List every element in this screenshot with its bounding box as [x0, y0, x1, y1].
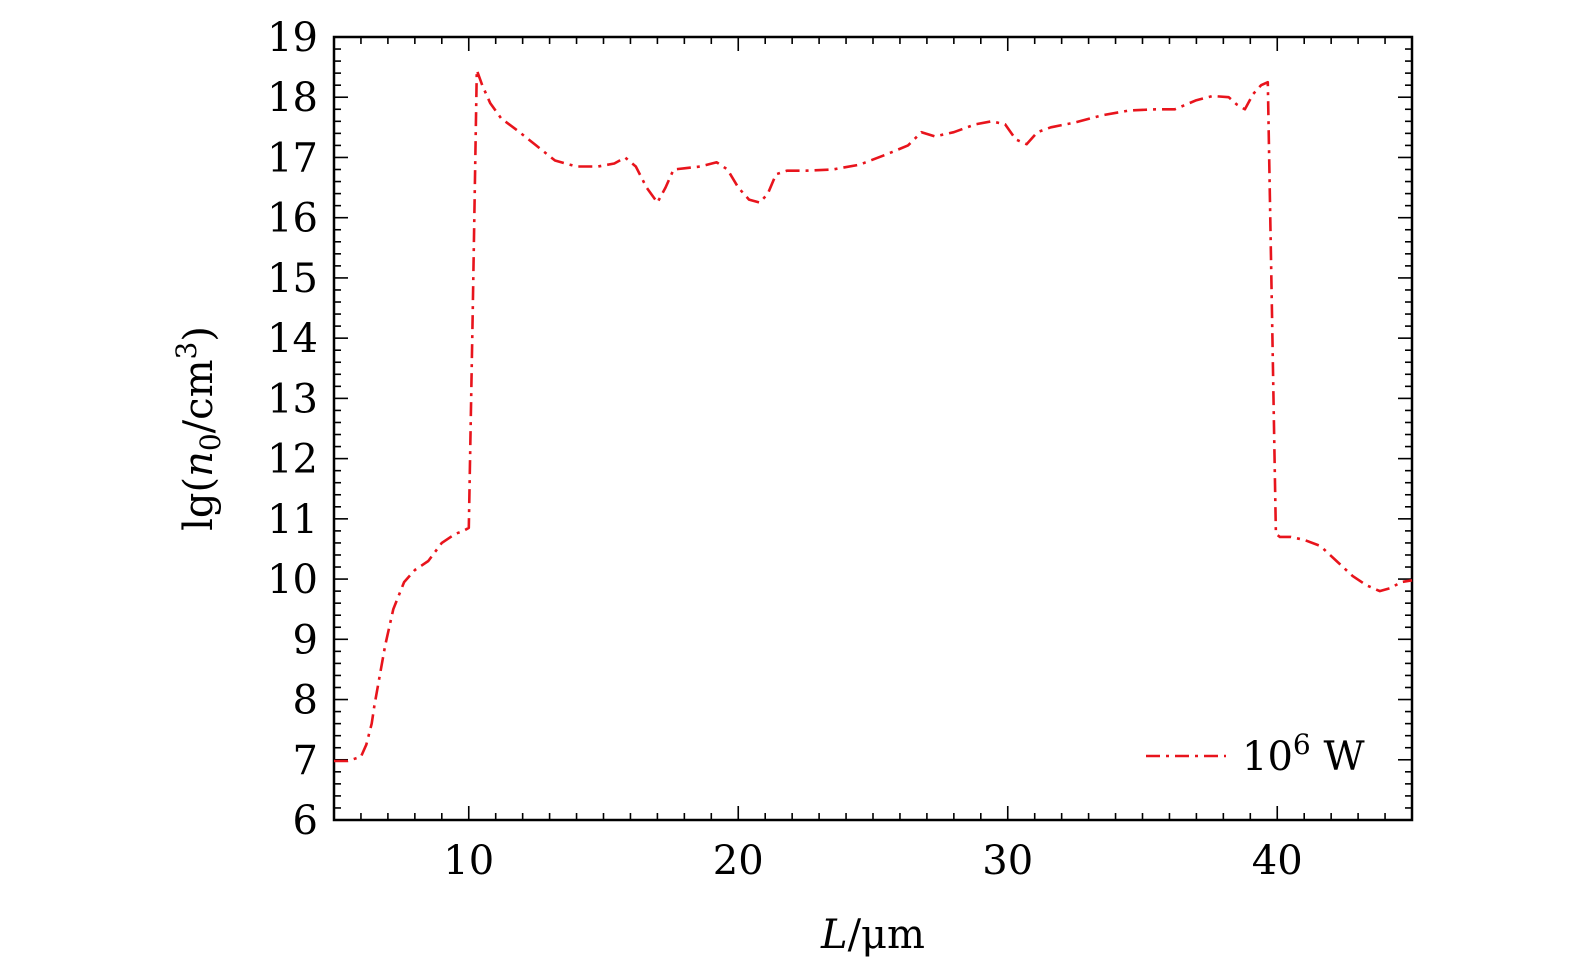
legend-label: 106 W: [1242, 728, 1365, 780]
y-tick-label: 16: [267, 196, 318, 242]
y-tick-label: 15: [267, 256, 318, 302]
x-axis-ticks: 10 20 30 40: [333, 37, 1413, 884]
y-tick-label: 8: [293, 678, 318, 724]
y-tick-label: 11: [267, 497, 318, 543]
plot-area: [332, 35, 1414, 822]
series-line: [334, 68, 1413, 763]
y-tick-label: 14: [267, 316, 318, 362]
y-axis-ticks: 6 7 8 9 10 11 12 13 14 15 16 17 18 19: [267, 15, 1412, 844]
legend: 106 W: [1146, 728, 1365, 780]
y-tick-label: 19: [267, 15, 318, 61]
x-tick-label: 10: [443, 838, 494, 884]
x-tick-label: 20: [713, 838, 764, 884]
y-tick-label: 9: [293, 617, 318, 663]
y-tick-label: 18: [267, 75, 318, 121]
y-tick-label: 12: [267, 437, 318, 483]
x-tick-label: 40: [1252, 838, 1303, 884]
x-axis-label: L/μm: [820, 912, 925, 958]
y-tick-label: 6: [293, 798, 318, 844]
series-layer: [334, 68, 1413, 763]
plot-frame: [332, 35, 1414, 822]
y-tick-label: 17: [267, 135, 318, 181]
y-tick-label: 7: [293, 738, 318, 784]
y-tick-label: 10: [267, 557, 318, 603]
y-axis-label: lg(n0/cm3): [170, 326, 227, 531]
y-tick-label: 13: [267, 376, 318, 422]
x-tick-label: 30: [982, 838, 1033, 884]
